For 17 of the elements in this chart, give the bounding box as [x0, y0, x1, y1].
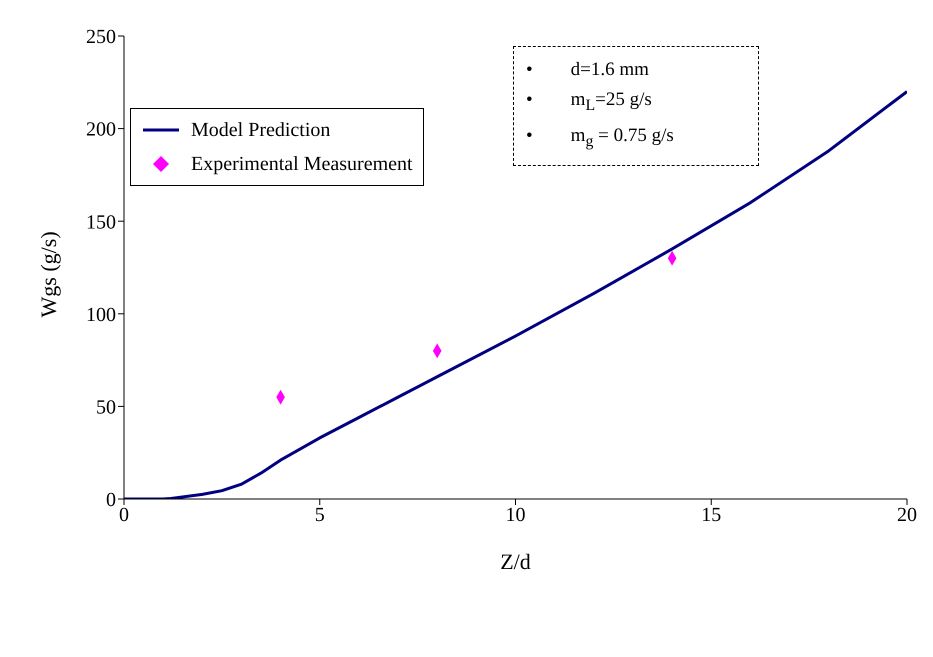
y-tick-label: 50 [96, 396, 116, 418]
x-tick-label: 5 [314, 504, 325, 526]
x-axis-title: Z/d [500, 549, 531, 574]
annotation: • d=1.6 mm [526, 58, 650, 82]
annotation: • m$_{g}$ = 0.75 g/s [526, 124, 675, 152]
y-tick-label: 150 [86, 211, 116, 234]
x-tick-label: 15 [701, 504, 722, 526]
y-axis-title: Wgs (g/s) [36, 231, 61, 318]
y-tick-label: 100 [86, 304, 116, 326]
y-tick-label: 200 [86, 118, 116, 141]
legend-label: Model Prediction [191, 118, 330, 143]
x-tick-label: 10 [506, 504, 526, 526]
legend-label: Experimental Measurement [191, 152, 413, 177]
y-tick-label: 0 [106, 489, 116, 512]
annotation: • m$_{L}$=25 g/s [526, 88, 653, 116]
x-tick-label: 20 [897, 504, 917, 526]
y-tick-label: 250 [86, 26, 116, 48]
